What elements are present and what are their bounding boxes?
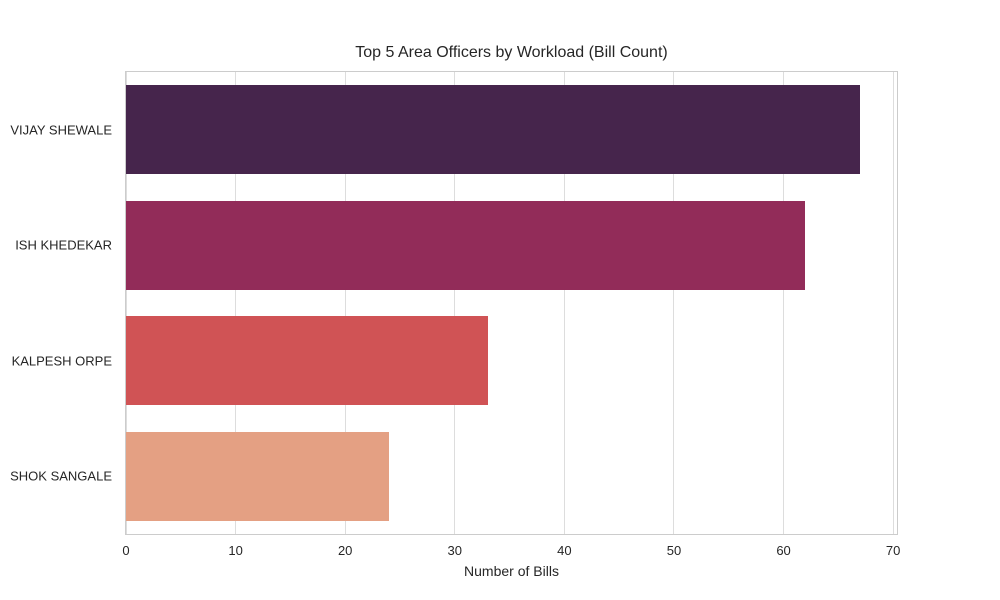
x-tick-label-60: 60 <box>776 543 791 558</box>
gridline-x-10 <box>235 72 237 534</box>
chart-title: Top 5 Area Officers by Workload (Bill Co… <box>355 44 668 61</box>
bar-shok-sangale <box>126 431 390 521</box>
y-tick-label: VIJAY SHEWALE <box>10 122 112 138</box>
gridline-x-70 <box>892 72 894 534</box>
x-tick-label-40: 40 <box>557 543 572 558</box>
gridline-x-30 <box>454 72 456 534</box>
gridline-x-60 <box>783 72 785 534</box>
gridline-x-40 <box>563 72 565 534</box>
x-tick-label-0: 0 <box>122 543 130 558</box>
x-tick-label-50: 50 <box>666 543 682 558</box>
x-axis-label: Number of Bills <box>464 563 559 579</box>
plot-area <box>125 71 898 535</box>
gridline-x-0 <box>125 72 127 534</box>
x-tick-label-20: 20 <box>337 543 353 558</box>
x-tick-label-70: 70 <box>885 543 901 558</box>
bar-kalpesh-orpe <box>126 316 488 406</box>
gridline-x-50 <box>673 72 675 534</box>
x-tick-label-30: 30 <box>447 543 463 558</box>
bar-vijay-shewale <box>126 85 861 175</box>
gridline-x-20 <box>344 72 346 534</box>
y-tick-label: ISH KHEDEKAR <box>15 237 112 253</box>
bar-ish-khedekar <box>126 200 806 290</box>
y-tick-label: KALPESH ORPE <box>11 353 112 369</box>
x-tick-label-10: 10 <box>228 543 243 558</box>
y-tick-label: SHOK SANGALE <box>10 468 112 484</box>
